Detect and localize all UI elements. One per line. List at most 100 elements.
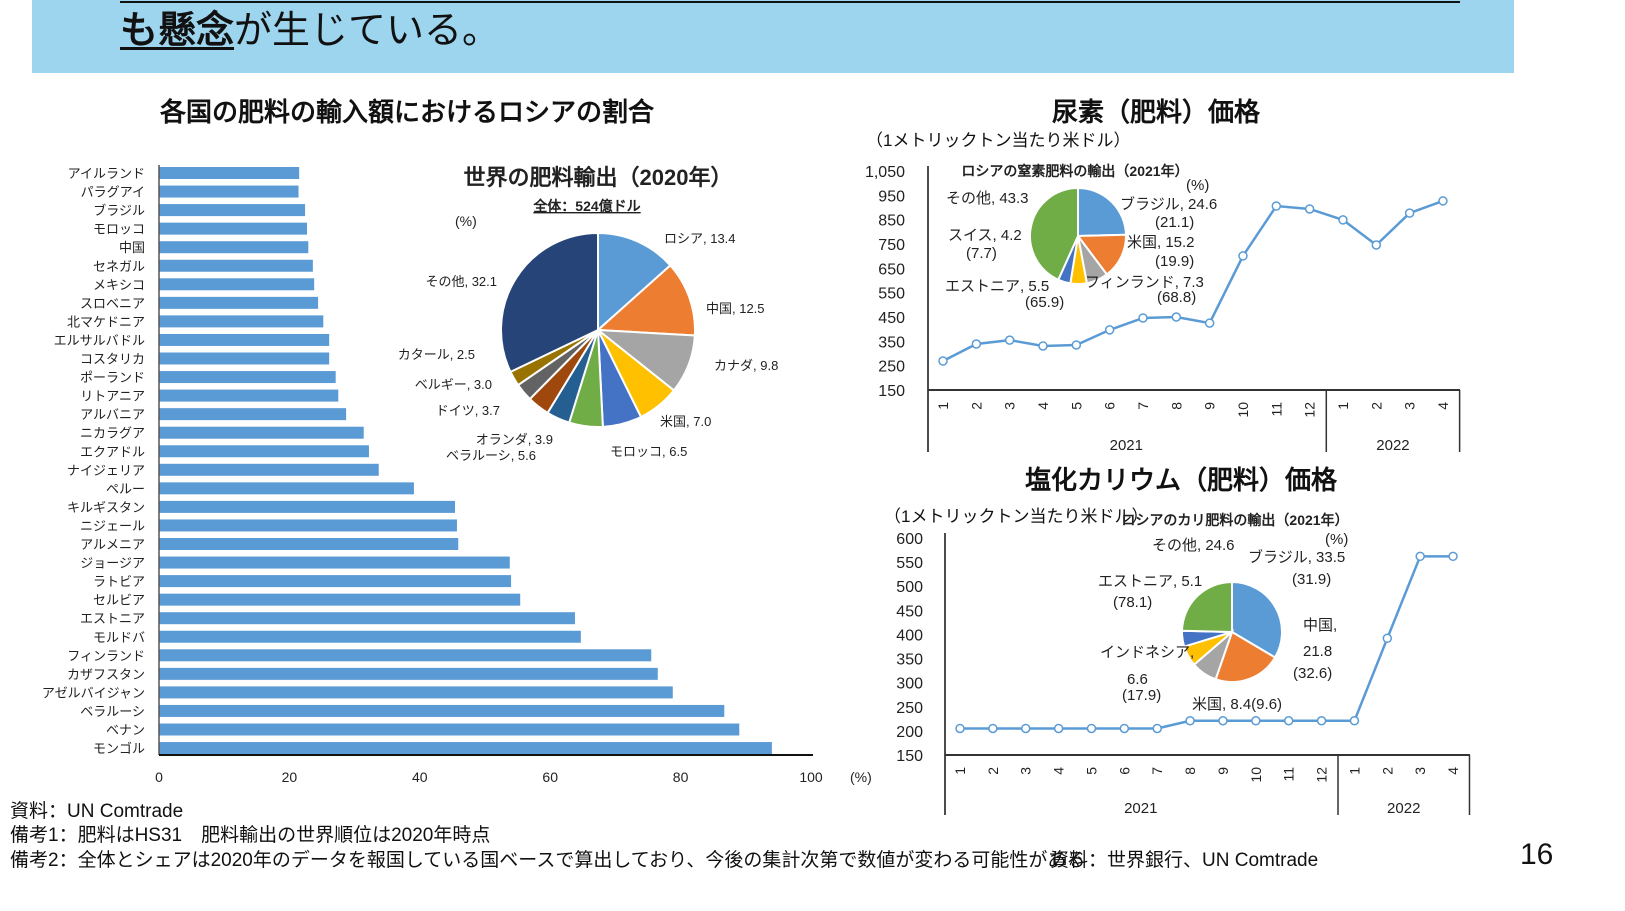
potash-inset-value: 21.8 [1303, 643, 1332, 660]
bar [159, 204, 306, 217]
month-tick-label: 2 [1379, 767, 1395, 775]
month-tick-label: 8 [1182, 767, 1198, 775]
potash-inset-slice [1180, 580, 1233, 634]
price-point [1438, 196, 1448, 206]
month-tick-label: 1 [952, 767, 968, 775]
bar-category-label: モンゴル [93, 741, 145, 756]
bar-category-label: スロベニア [80, 296, 145, 311]
month-tick-label: 2 [1368, 402, 1384, 410]
bar-category-label: アイルランド [68, 166, 145, 181]
price-line [942, 199, 1444, 363]
y-tick-label: 450 [896, 603, 923, 620]
bar [159, 259, 313, 272]
bar-category-label: アルバニア [80, 407, 145, 422]
x-axis-unit: (%) [850, 769, 872, 785]
world-pie-label: ドイツ, 3.7 [436, 403, 500, 418]
bar [159, 667, 658, 680]
bar [159, 593, 521, 606]
page-number: 16 [1520, 838, 1554, 871]
x-tick-label: 40 [412, 769, 428, 785]
month-tick-label: 7 [1149, 767, 1165, 775]
potash-inset-value: 6.6 [1127, 671, 1148, 688]
month-tick-label: 3 [1018, 767, 1034, 775]
bar-category-label: 北マケドニア [67, 314, 145, 329]
bar-category-label: アルメニア [80, 537, 145, 552]
month-tick-label: 3 [1402, 402, 1418, 410]
bar [159, 704, 725, 717]
urea-inset-label: スイス, 4.2 [948, 227, 1022, 244]
potash-inset-label: ブラジル, 33.5 [1248, 548, 1345, 566]
year-label: 2022 [1387, 800, 1420, 817]
bar [159, 556, 510, 569]
potash-inset-label: インドネシア, [1100, 644, 1194, 661]
price-point [1071, 340, 1082, 350]
y-tick-label: 750 [878, 237, 905, 254]
month-tick-label: 9 [1202, 402, 1218, 410]
world-pie-label: カナダ, 9.8 [714, 358, 778, 373]
bar [159, 612, 575, 625]
price-point [1152, 723, 1162, 734]
month-tick-label: 5 [1083, 767, 1099, 775]
bar [159, 278, 315, 291]
price-point [1349, 716, 1360, 726]
x-tick-label: 80 [673, 769, 689, 785]
headline-emphasis: も懸念 [120, 10, 235, 52]
month-tick-label: 6 [1116, 767, 1132, 775]
month-tick-label: 11 [1281, 767, 1297, 782]
y-tick-label: 300 [896, 676, 923, 693]
bar [159, 222, 308, 235]
bar-category-label: キルギスタン [67, 500, 145, 515]
month-tick-label: 12 [1302, 402, 1318, 418]
potash-inset-sublabel: (17.9) [1122, 687, 1161, 704]
headline-rest: が生じている。 [234, 10, 501, 52]
world-pie-subtitle: 全体：524億ドル [532, 198, 640, 214]
price-point [1304, 204, 1315, 214]
urea-inset-sublabel: (19.9) [1155, 253, 1194, 270]
month-tick-label: 4 [1435, 402, 1451, 410]
bar-category-label: ベラルーシ [80, 704, 145, 719]
bar-category-label: ジョージア [80, 556, 145, 571]
month-tick-label: 4 [1445, 767, 1461, 775]
bar [159, 742, 772, 755]
bar-category-label: リトアニア [80, 389, 145, 404]
bar-category-label: セネガル [93, 259, 145, 274]
price-point [1338, 215, 1348, 225]
world-pie-label: その他, 32.1 [425, 274, 497, 289]
price-point [1053, 723, 1064, 734]
month-tick-label: 1 [1346, 767, 1362, 775]
urea-inset-label: その他, 43.3 [946, 190, 1029, 207]
bar [159, 185, 299, 198]
y-tick-label: 650 [878, 261, 905, 278]
price-point [1038, 341, 1048, 351]
year-label: 2021 [1110, 437, 1143, 454]
price-point [1448, 551, 1458, 562]
potash-inset-label: 米国, 8.4(9.6) [1192, 696, 1282, 713]
world-pie-label: オランダ, 3.9 [476, 432, 553, 447]
month-tick-label: 12 [1314, 767, 1330, 783]
urea-inset-label: フィンランド, 7.3 [1085, 274, 1204, 291]
bar [159, 352, 330, 365]
urea-inset-sublabel: (68.8) [1157, 289, 1196, 306]
y-tick-label: 1,050 [865, 164, 905, 181]
x-tick-label: 100 [799, 769, 823, 785]
bar-category-label: アゼルバイジャン [42, 685, 145, 700]
price-point [1218, 716, 1228, 726]
source-left: 資料：UN Comtrade [10, 801, 184, 822]
y-tick-label: 150 [878, 383, 905, 400]
price-point [1185, 716, 1195, 726]
x-tick-label: 20 [282, 769, 298, 785]
potash-inset-sublabel: (31.9) [1292, 571, 1331, 588]
bar-category-label: コスタリカ [80, 352, 145, 367]
price-point [988, 723, 998, 734]
y-tick-label: 250 [878, 359, 905, 376]
bar [159, 315, 324, 328]
y-tick-label: 550 [878, 286, 905, 303]
y-tick-label: 350 [896, 652, 923, 669]
bar-chart-title: 各国の肥料の輸入額におけるロシアの割合 [160, 97, 655, 127]
potash-inset-label: その他, 24.6 [1152, 537, 1235, 554]
urea-inset-label: ブラジル, 24.6 [1120, 195, 1217, 213]
urea-chart-title: 尿素（肥料）価格 [1052, 97, 1261, 127]
price-point [1371, 240, 1382, 250]
bar-category-label: セルビア [93, 593, 145, 608]
